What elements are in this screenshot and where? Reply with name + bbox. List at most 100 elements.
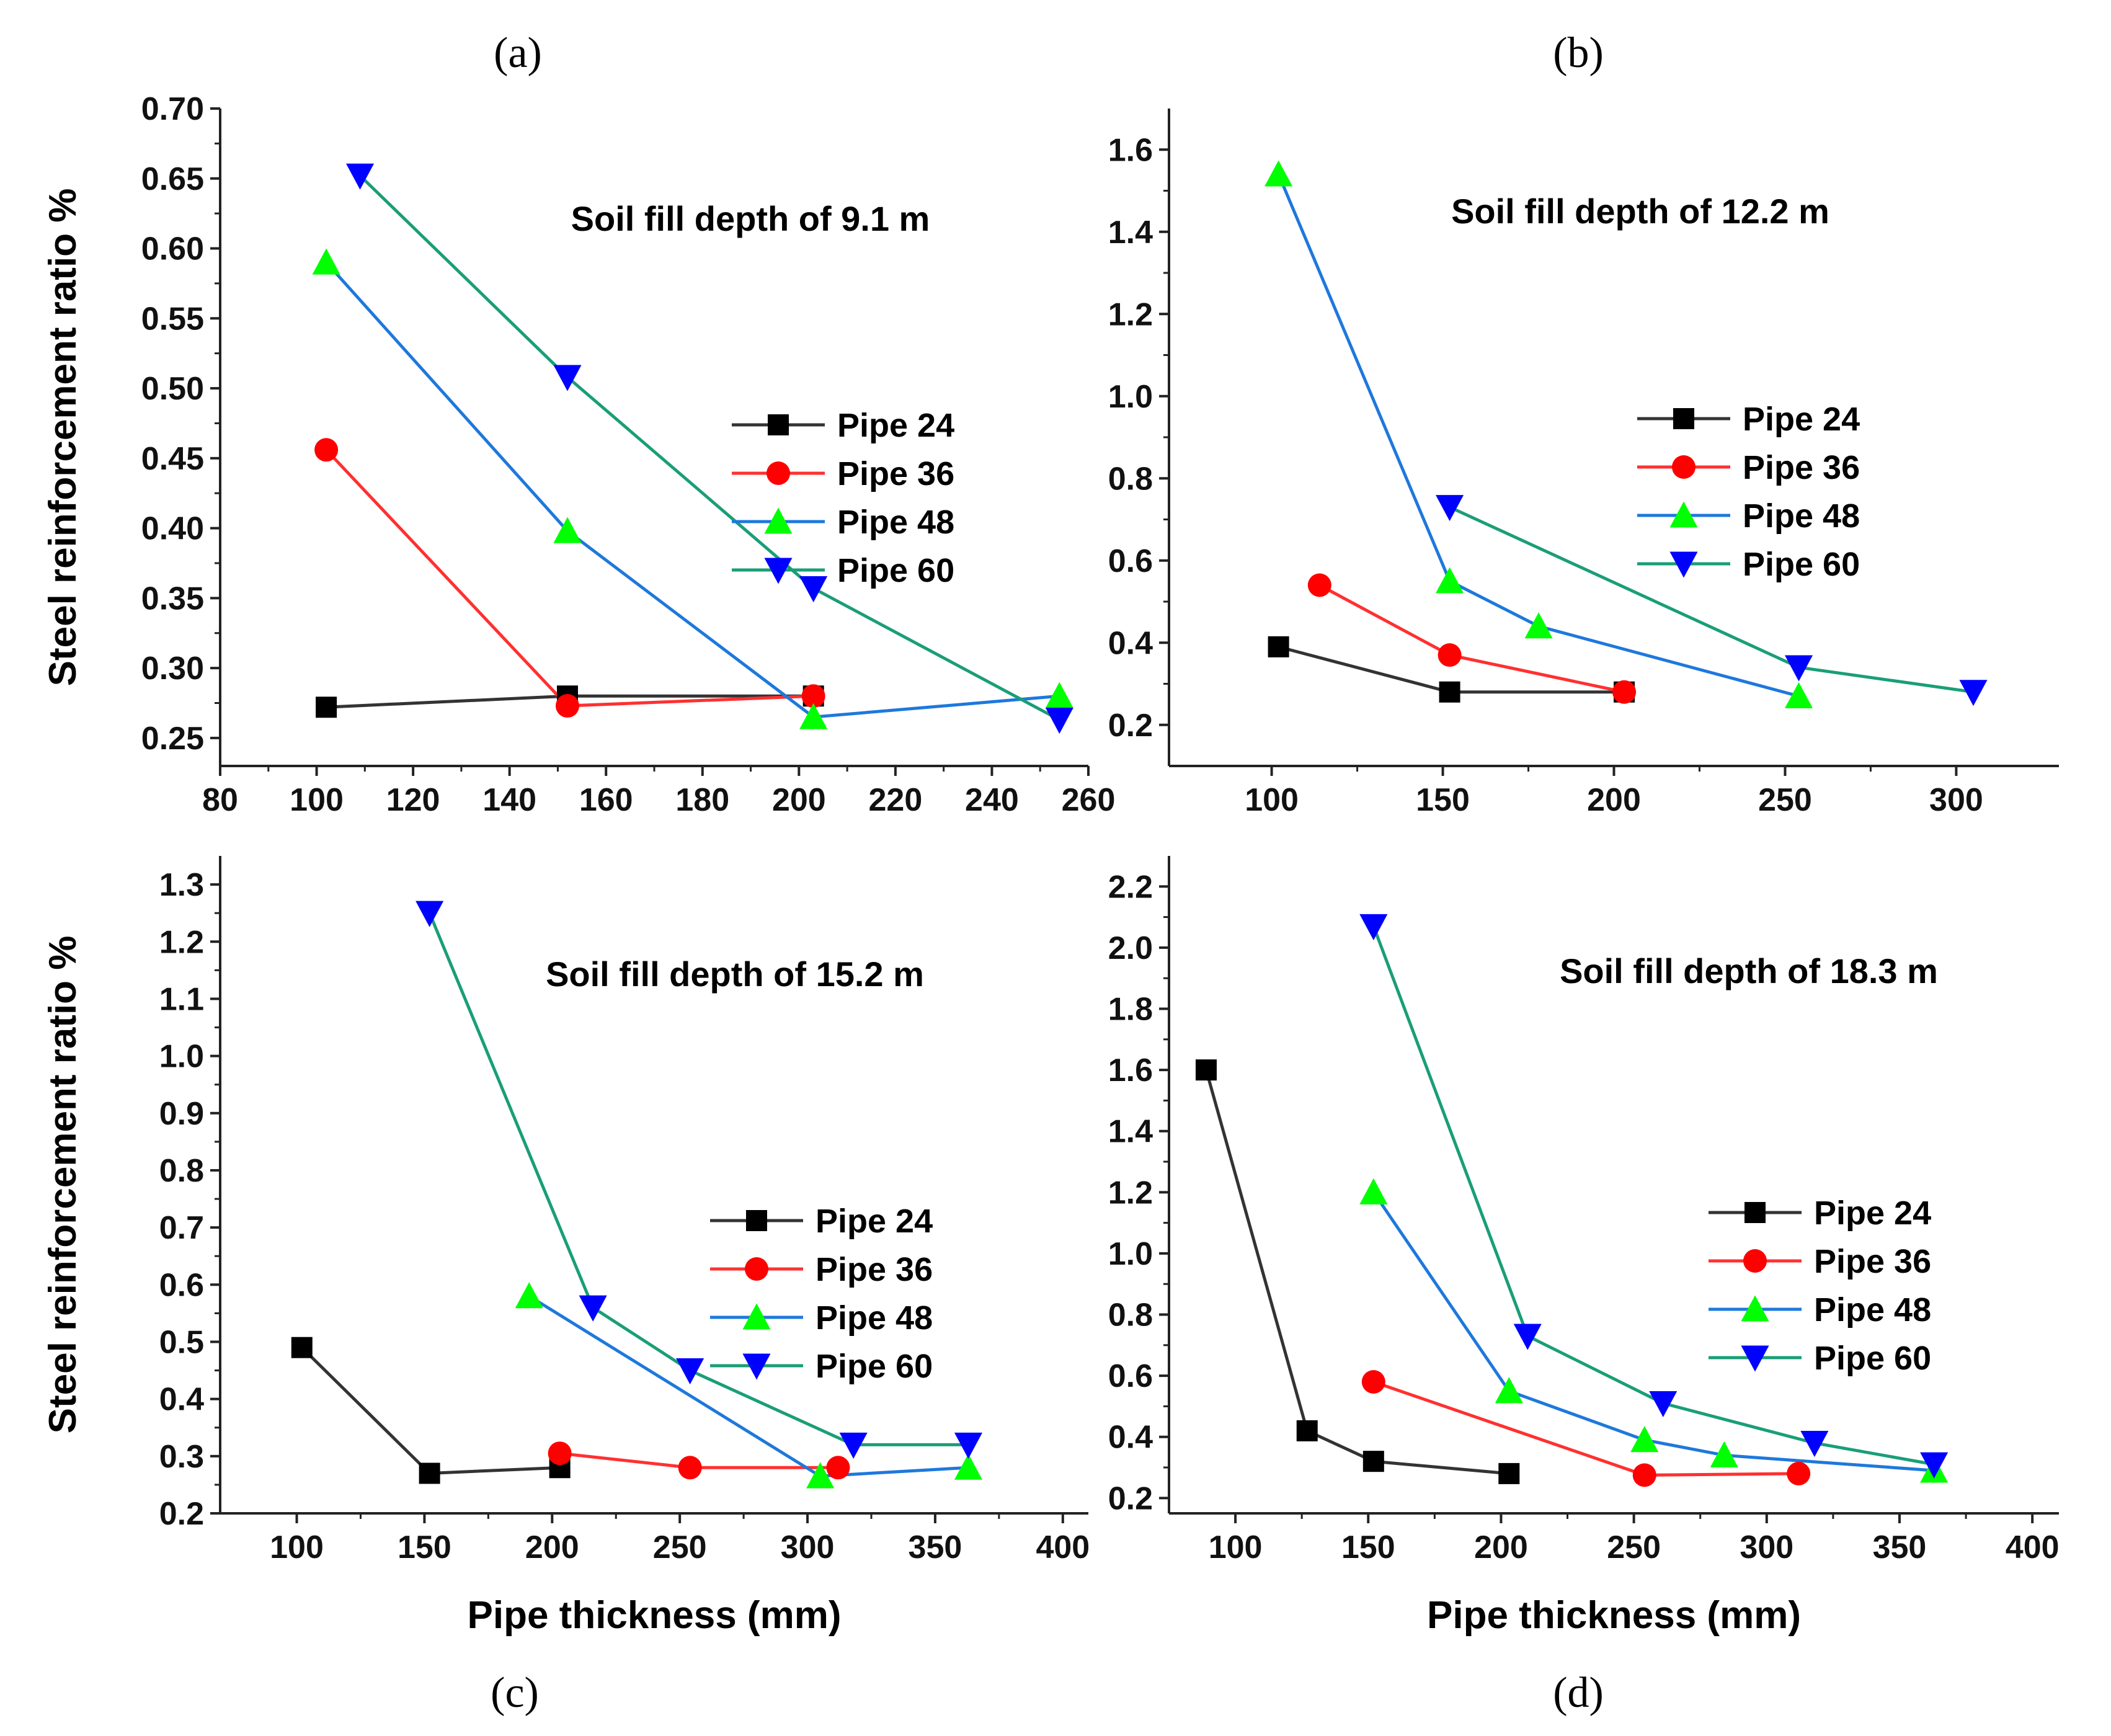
x-tick-label: 400: [2006, 1529, 2060, 1565]
data-point-pipe-60: [553, 365, 582, 391]
y-tick-label: 0.2: [1108, 708, 1153, 744]
y-tick-label: 0.6: [1108, 543, 1153, 579]
data-point-pipe-36: [678, 1456, 702, 1480]
y-tick-label: 2.0: [1108, 930, 1153, 966]
y-tick-label: 0.9: [159, 1096, 204, 1132]
data-point-pipe-60: [1513, 1324, 1542, 1350]
y-tick-label: 0.7: [159, 1210, 204, 1246]
y-tick-label: 1.6: [1108, 1053, 1153, 1088]
panel-label: (a): [494, 29, 542, 77]
x-tick-label: 200: [772, 782, 826, 818]
x-axis-title: Pipe thickness (mm): [1427, 1594, 1801, 1637]
x-tick-label: 140: [482, 782, 536, 818]
legend-marker: [764, 558, 793, 584]
y-tick-label: 0.5: [159, 1324, 204, 1360]
legend-label: Pipe 48: [1814, 1291, 1931, 1329]
legend-marker: [742, 1353, 771, 1380]
legend-label: Pipe 24: [1743, 401, 1860, 438]
data-point-pipe-24: [419, 1462, 440, 1484]
y-tick-label: 0.6: [1108, 1358, 1153, 1394]
data-point-pipe-60: [579, 1295, 607, 1322]
x-tick-label: 100: [270, 1529, 324, 1565]
data-point-pipe-60: [416, 901, 444, 927]
data-point-pipe-48: [1710, 1441, 1738, 1467]
y-tick-label: 0.8: [159, 1153, 204, 1189]
legend-marker: [764, 507, 793, 534]
data-point-pipe-60: [1800, 1431, 1829, 1458]
y-tick-label: 1.2: [1108, 296, 1153, 332]
x-tick-label: 220: [869, 782, 923, 818]
legend-label: Pipe 36: [816, 1251, 933, 1288]
y-tick-label: 1.4: [1108, 215, 1153, 251]
data-point-pipe-60: [1045, 708, 1073, 734]
data-point-pipe-36: [1438, 643, 1462, 667]
data-point-pipe-48: [1784, 682, 1813, 708]
data-point-pipe-60: [1959, 680, 1988, 706]
y-axis-title: Steel reinforcement ratio %: [42, 189, 84, 687]
data-point-pipe-60: [346, 163, 375, 190]
panel-label: (d): [1553, 1669, 1604, 1717]
x-tick-label: 250: [1758, 782, 1812, 818]
data-point-pipe-36: [1632, 1463, 1656, 1487]
y-tick-label: 0.35: [141, 581, 204, 617]
data-point-pipe-36: [826, 1456, 850, 1480]
data-point-pipe-48: [1045, 682, 1073, 708]
data-point-pipe-60: [839, 1432, 868, 1459]
legend-label: Pipe 24: [816, 1203, 933, 1240]
data-point-pipe-48: [806, 1462, 835, 1489]
data-point-pipe-60: [1436, 495, 1464, 522]
panel-label: (c): [491, 1669, 539, 1717]
data-point-pipe-48: [553, 517, 582, 543]
series-line-pipe-24: [1204, 1069, 1509, 1476]
x-tick-label: 300: [781, 1529, 835, 1565]
data-point-pipe-48: [1436, 567, 1464, 594]
x-tick-label: 120: [386, 782, 440, 818]
legend-marker: [746, 1210, 767, 1231]
data-point-pipe-36: [548, 1441, 572, 1466]
y-tick-label: 1.0: [159, 1039, 204, 1075]
y-tick-label: 1.0: [1108, 1236, 1153, 1272]
data-point-pipe-36: [314, 438, 339, 462]
data-point-pipe-48: [515, 1282, 543, 1309]
y-tick-label: 0.6: [159, 1267, 204, 1303]
legend-label: Pipe 60: [1743, 546, 1860, 583]
y-tick-label: 0.4: [1108, 625, 1153, 661]
y-tick-label: 2.2: [1108, 869, 1153, 905]
data-point-pipe-48: [1630, 1426, 1659, 1453]
data-point-pipe-36: [1787, 1461, 1811, 1485]
x-axis-title: Pipe thickness (mm): [468, 1594, 842, 1637]
y-tick-label: 1.3: [159, 867, 204, 903]
data-point-pipe-60: [1359, 914, 1388, 940]
data-point-pipe-48: [799, 703, 828, 729]
data-point-pipe-36: [1307, 573, 1331, 597]
data-point-pipe-36: [556, 694, 579, 718]
x-tick-label: 150: [1416, 782, 1470, 818]
x-tick-label: 150: [1341, 1529, 1395, 1565]
data-point-pipe-24: [1195, 1059, 1217, 1081]
data-point-pipe-48: [312, 248, 340, 275]
y-tick-label: 1.4: [1108, 1114, 1153, 1150]
data-point-pipe-48: [1524, 612, 1553, 639]
legend-marker: [1741, 1295, 1769, 1322]
y-tick-label: 1.2: [1108, 1175, 1153, 1211]
legend-marker: [1669, 551, 1698, 578]
y-tick-label: 0.25: [141, 721, 204, 757]
data-point-pipe-48: [954, 1453, 983, 1480]
legend-label: Pipe 24: [837, 407, 954, 444]
panel-b: (b) 0.2 0.4 0.6 0.8 1.0 1.2 1.4 1.6 100 150 200 250 3…: [1108, 29, 2059, 818]
y-tick-label: 0.60: [141, 231, 204, 267]
legend-label: Pipe 60: [816, 1348, 933, 1385]
legend-label: Pipe 48: [1743, 497, 1860, 535]
legend-marker: [768, 414, 789, 435]
x-tick-label: 300: [1740, 1529, 1793, 1565]
legend-marker: [745, 1257, 768, 1281]
legend-label: Pipe 60: [837, 552, 954, 589]
data-point-pipe-24: [1268, 636, 1289, 657]
y-tick-label: 0.8: [1108, 1298, 1153, 1333]
data-point-pipe-60: [1649, 1391, 1678, 1418]
legend-marker: [1741, 1345, 1769, 1372]
y-tick-label: 0.8: [1108, 461, 1153, 497]
data-point-pipe-60: [1784, 655, 1813, 682]
panel-d: (d) 0.2 0.4 0.6 0.8 1.0 1.2 1.4 1.6 1.8 2.0 2.2 100 1…: [1108, 856, 2060, 1717]
